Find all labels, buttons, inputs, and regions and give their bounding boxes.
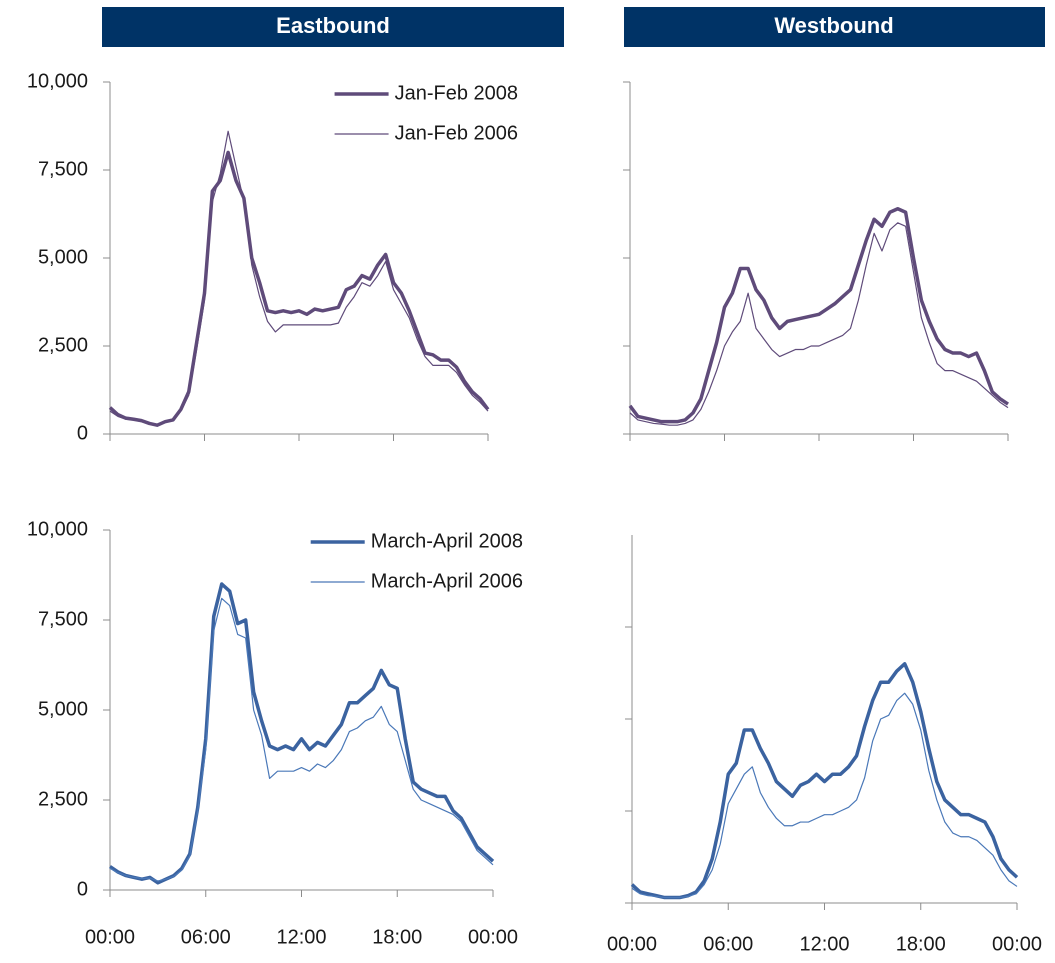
series-line <box>628 206 1009 424</box>
x-tick-label: 12:00 <box>276 926 326 948</box>
x-tick-label: 00:00 <box>85 926 135 948</box>
x-tick-label: 00:00 <box>607 933 657 955</box>
series-line <box>109 597 494 882</box>
x-tick-label: 18:00 <box>372 926 422 948</box>
series-line <box>631 692 1018 899</box>
series-line <box>108 150 490 427</box>
x-tick-label: 12:00 <box>799 933 849 955</box>
legend-label: Jan-Feb 2008 <box>395 82 518 104</box>
series-line <box>630 662 1019 900</box>
header-bar <box>102 7 564 47</box>
series-line <box>109 130 489 427</box>
y-tick-label: 0 <box>77 422 88 444</box>
y-tick-label: 5,000 <box>38 246 88 268</box>
x-tick-label: 00:00 <box>468 926 518 948</box>
x-tick-label: 06:00 <box>703 933 753 955</box>
header-title: Eastbound <box>276 13 390 38</box>
y-tick-label: 7,500 <box>38 608 88 630</box>
y-tick-label: 10,000 <box>27 518 88 540</box>
y-tick-label: 10,000 <box>27 70 88 92</box>
x-tick-label: 00:00 <box>992 933 1042 955</box>
legend-label: March-April 2008 <box>371 530 523 552</box>
legend-label: March-April 2006 <box>371 570 523 592</box>
series-line <box>109 582 495 885</box>
y-tick-label: 0 <box>77 878 88 900</box>
series-line <box>629 222 1009 426</box>
header-bar <box>624 7 1045 47</box>
y-tick-label: 2,500 <box>38 788 88 810</box>
header-title: Westbound <box>774 13 893 38</box>
x-tick-label: 18:00 <box>896 933 946 955</box>
y-tick-label: 7,500 <box>38 158 88 180</box>
y-tick-label: 2,500 <box>38 334 88 356</box>
legend-label: Jan-Feb 2006 <box>395 122 518 144</box>
x-tick-label: 06:00 <box>181 926 231 948</box>
y-tick-label: 5,000 <box>38 698 88 720</box>
